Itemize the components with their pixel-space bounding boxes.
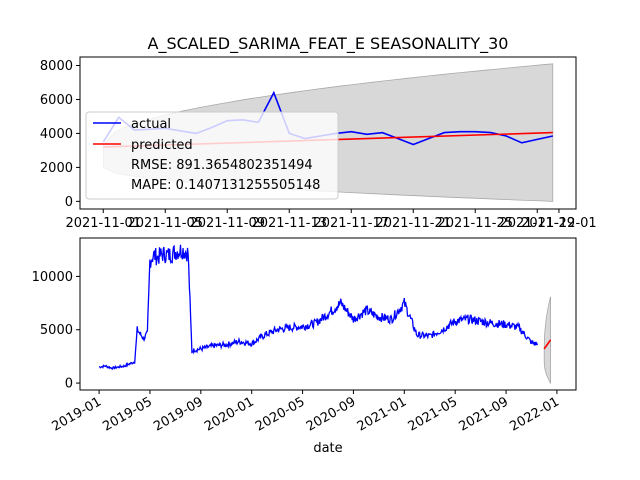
x-tick-label: 2021-05 [406, 394, 461, 434]
x-tick-label: 2020-09 [304, 394, 359, 434]
x-axis-ticks: 2021-11-012021-11-052021-11-092021-11-13… [65, 209, 597, 231]
y-tick-label: 5000 [40, 323, 73, 338]
y-tick-label: 2000 [40, 161, 73, 176]
legend-actual-label: actual [131, 117, 171, 132]
mape-annotation: MAPE: 0.1407131255505148 [131, 178, 320, 193]
y-tick-label: 8000 [40, 59, 73, 74]
y-tick-label: 6000 [40, 93, 73, 108]
top-chart: A_SCALED_SARIMA_FEAT_E SEASONALITY_30 02… [40, 34, 597, 231]
x-tick-label: 2021-11-17 [313, 216, 389, 231]
x-tick-label: 2021-11-25 [437, 216, 513, 231]
x-tick-label: 2022-01 [507, 394, 562, 434]
x-tick-label: 2019-01 [50, 394, 105, 434]
y-tick-label: 4000 [40, 127, 73, 142]
y-axis-ticks-bottom: 0 5000 10000 [32, 270, 80, 392]
series-layer-bottom [98, 244, 552, 370]
x-tick-label: 2020-05 [253, 394, 308, 434]
x-tick-label: 2021-01 [355, 394, 410, 434]
chart-title: A_SCALED_SARIMA_FEAT_E SEASONALITY_30 [148, 34, 509, 54]
x-tick-label: 2020-01 [202, 394, 257, 434]
legend: actual predicted RMSE: 891.3654802351494… [85, 111, 339, 200]
x-tick-label: 2021-11-21 [375, 216, 451, 231]
plot-area-frame-bottom [79, 237, 577, 391]
y-tick-label: 0 [65, 377, 73, 392]
x-tick-label: 2021-11-29 [499, 216, 575, 231]
x-tick-label: 2019-09 [151, 394, 206, 434]
confidence-band-bottom [543, 296, 551, 385]
y-tick-label: 0 [65, 195, 73, 210]
x-tick-label: 2021-11-09 [189, 216, 265, 231]
x-tick-label: 2021-11-13 [251, 216, 327, 231]
forecast-line [543, 339, 552, 350]
x-axis-ticks-bottom: 2019-012019-052019-092020-012020-052020-… [50, 390, 562, 435]
rmse-annotation: RMSE: 891.3654802351494 [131, 158, 313, 173]
x-tick-label: 2021-12-01 [521, 216, 597, 231]
x-tick-label: 2021-11-05 [127, 216, 203, 231]
y-axis-ticks: 0 2000 4000 6000 8000 [40, 59, 80, 210]
legend-predicted-label: predicted [131, 138, 193, 153]
x-tick-label: 2021-09 [457, 394, 512, 434]
legend-box [85, 111, 339, 200]
confidence-band-layer-bottom [543, 296, 551, 385]
y-tick-label: 10000 [32, 270, 73, 285]
x-tick-label: 2019-05 [100, 394, 155, 434]
x-axis-label: date [313, 441, 342, 456]
series-line-history [98, 244, 539, 370]
x-tick-label: 2021-11-01 [65, 216, 141, 231]
